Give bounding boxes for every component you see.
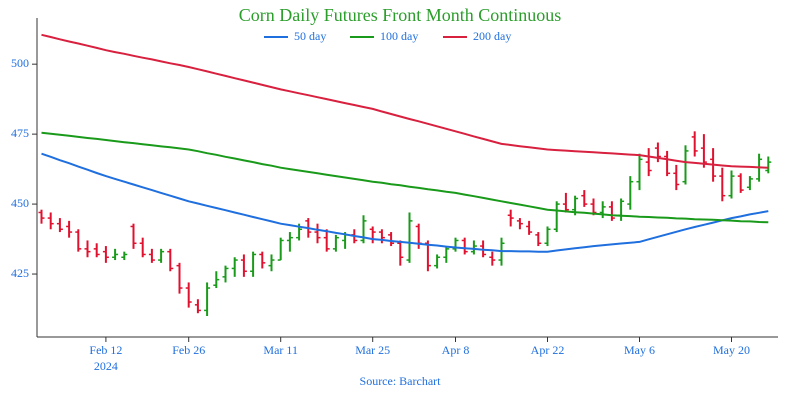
x-tick-label: Feb 26: [172, 343, 205, 357]
x-tick-label: May 20: [713, 343, 750, 357]
source-note: Source: Barchart: [360, 374, 442, 388]
x-tick-label: Mar 11: [263, 343, 298, 357]
x-tick-label: Feb 12: [89, 343, 122, 357]
legend-label: 200 day: [473, 29, 511, 43]
legend-label: 100 day: [380, 29, 418, 43]
y-tick-label: 475: [11, 126, 29, 140]
moving-average-line: [41, 33, 769, 169]
x-tick-label: Apr 8: [442, 343, 470, 357]
moving-average-line: [41, 152, 769, 253]
moving-average-line: [41, 131, 769, 224]
chart-title: Corn Daily Futures Front Month Continuou…: [239, 5, 562, 25]
x-tick-label: Mar 25: [355, 343, 390, 357]
y-tick-label: 500: [11, 56, 29, 70]
x-tick-label: May 6: [624, 343, 655, 357]
y-tick-label: 450: [11, 196, 29, 210]
x-tick-label: Apr 22: [531, 343, 565, 357]
x-tick-year: 2024: [94, 359, 118, 373]
y-tick-label: 425: [11, 266, 29, 280]
legend-label: 50 day: [294, 29, 326, 43]
